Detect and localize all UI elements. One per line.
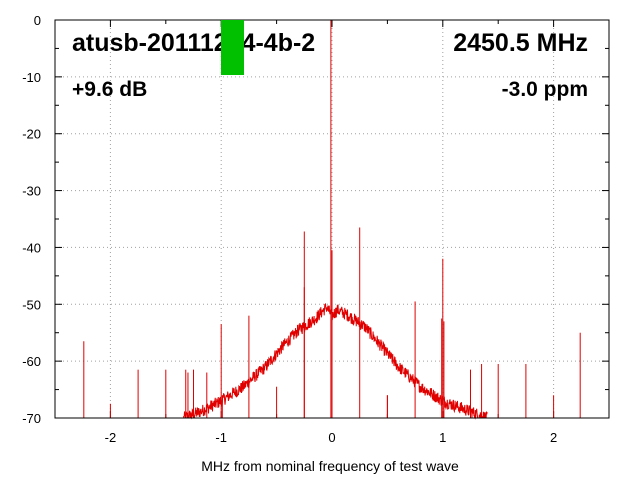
- y-tick-label: -50: [22, 297, 41, 312]
- x-tick-label: 2: [550, 430, 557, 445]
- y-tick-label: 0: [34, 13, 41, 28]
- y-tick-label: -10: [22, 70, 41, 85]
- noise-trace: [183, 303, 488, 420]
- device-label: atusb-20111214-4b-2: [72, 29, 315, 57]
- y-tick-labels: 0 -10 -20 -30 -40 -50 -60 -70: [22, 13, 41, 426]
- x-tick-label: -2: [105, 430, 117, 445]
- gain-label: +9.6 dB: [72, 78, 147, 101]
- y-tick-label: -30: [22, 184, 41, 199]
- y-tick-label: -20: [22, 127, 41, 142]
- x-tick-label: 0: [328, 430, 335, 445]
- ppm-label: -3.0 ppm: [502, 78, 588, 101]
- noise-floor: [183, 303, 488, 420]
- frequency-label: 2450.5 MHz: [453, 29, 588, 57]
- x-tick-label: 1: [439, 430, 446, 445]
- x-tick-labels: -2 -1 0 1 2: [105, 430, 558, 445]
- marker-box: [221, 20, 244, 75]
- x-axis-title: MHz from nominal frequency of test wave: [201, 458, 459, 474]
- y-tick-label: -40: [22, 240, 41, 255]
- y-tick-label: -70: [22, 411, 41, 426]
- y-tick-label: -60: [22, 354, 41, 369]
- x-tick-label: -1: [215, 430, 227, 445]
- plot-frame: [54, 19, 610, 419]
